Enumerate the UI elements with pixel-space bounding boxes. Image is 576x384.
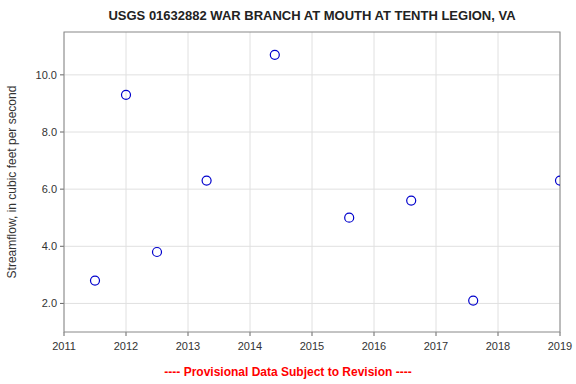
- point: [91, 276, 100, 285]
- y-tick-label: 10.0: [36, 69, 57, 81]
- x-tick-label: 2016: [362, 340, 386, 352]
- chart: 2011 2012 2013 2014 2015 2016 2017 2018 2019 2.0 4…: [0, 0, 576, 384]
- footer-annotation: ---- Provisional Data Subject to Revisio…: [164, 365, 411, 379]
- x-grid-line: [188, 32, 189, 332]
- x-grid-line: [126, 32, 127, 332]
- x-tick-label: 2017: [424, 340, 448, 352]
- x-grid-line: [312, 32, 313, 332]
- y-grid-line: [64, 303, 560, 304]
- x-tick: [560, 332, 561, 336]
- x-tick-label: 2014: [238, 340, 262, 352]
- y-grid-line: [64, 189, 560, 190]
- points: [91, 50, 561, 305]
- x-grid-line: [498, 32, 499, 332]
- x-tick: [126, 332, 127, 336]
- x-tick-label: 2011: [52, 340, 76, 352]
- x-tick-label: 2013: [176, 340, 200, 352]
- point: [345, 213, 354, 222]
- y-tick-label: 2.0: [42, 297, 57, 309]
- y-tick: [60, 132, 64, 133]
- y-grid-line: [64, 74, 560, 75]
- point: [469, 296, 478, 305]
- x-tick: [64, 332, 65, 336]
- point: [407, 196, 416, 205]
- point: [556, 176, 561, 185]
- x-tick-label: 2015: [300, 340, 324, 352]
- x-tick-label: 2012: [114, 340, 138, 352]
- y-tick: [60, 74, 64, 75]
- point: [122, 90, 131, 99]
- x-tick-label: 2019: [548, 340, 572, 352]
- x-grid-line: [250, 32, 251, 332]
- y-grid-line: [64, 132, 560, 133]
- x-tick: [374, 332, 375, 336]
- x-grid-line: [436, 32, 437, 332]
- x-tick: [498, 332, 499, 336]
- title: USGS 01632882 WAR BRANCH AT MOUTH AT TEN…: [108, 8, 516, 23]
- y-tick: [60, 303, 64, 304]
- x-tick: [312, 332, 313, 336]
- y-tick-label: 6.0: [42, 183, 57, 195]
- y-tick-label: 4.0: [42, 240, 57, 252]
- y-tick: [60, 246, 64, 247]
- x-tick-label: 2018: [486, 340, 510, 352]
- grid: [64, 32, 560, 332]
- x-tick: [188, 332, 189, 336]
- y-axis-label: Streamflow, in cubic feet per second: [5, 86, 19, 279]
- x-grid-line: [374, 32, 375, 332]
- y-grid-line: [64, 246, 560, 247]
- x-tick: [250, 332, 251, 336]
- y-tick-label: 8.0: [42, 126, 57, 138]
- point: [270, 50, 279, 59]
- y-tick: [60, 189, 64, 190]
- x-tick: [436, 332, 437, 336]
- point: [202, 176, 211, 185]
- plot-frame: [64, 32, 560, 332]
- point: [153, 248, 162, 257]
